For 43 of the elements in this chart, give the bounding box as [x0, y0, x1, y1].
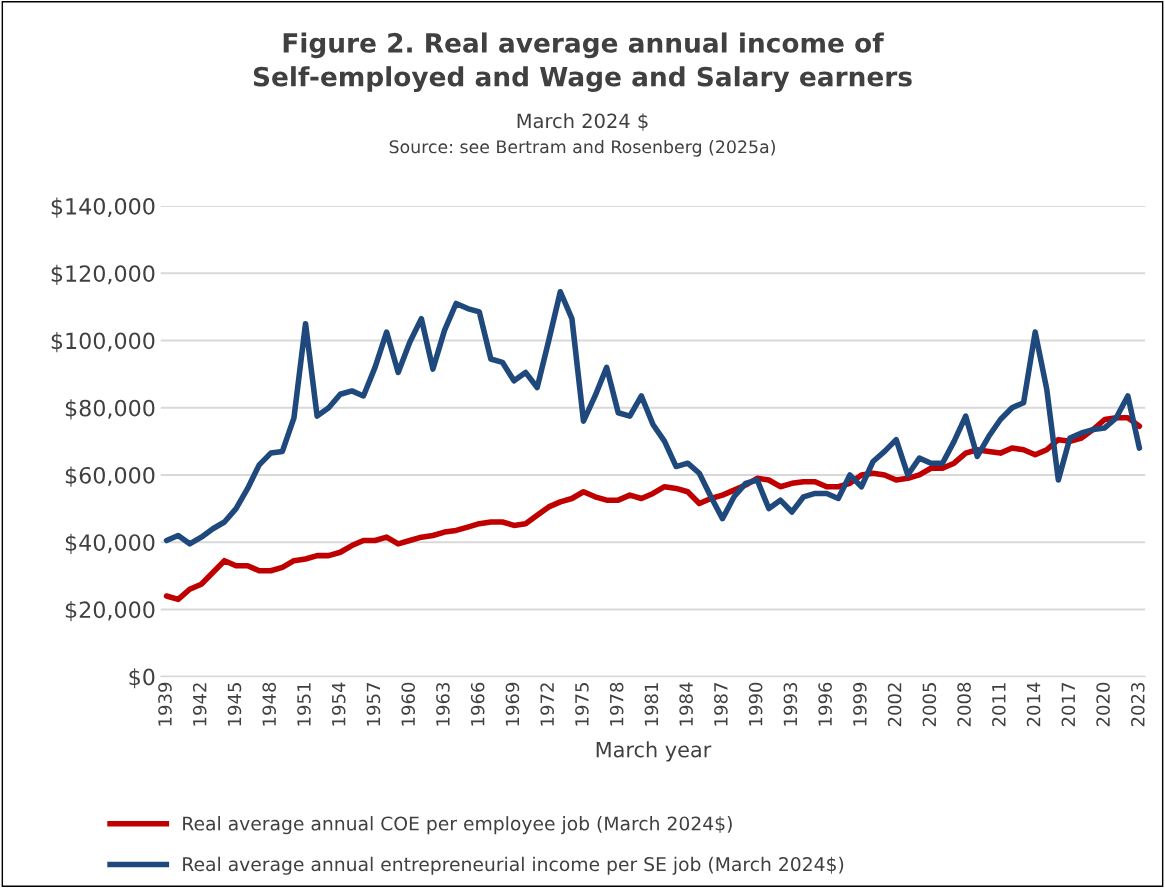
x-tick-label: 1942 — [192, 683, 207, 726]
x-tick-label: 1984 — [679, 682, 693, 726]
x-tick-label: 2017 — [1061, 683, 1076, 727]
x-axis-title: March year — [596, 741, 712, 762]
x-tick-label: 2011 — [992, 683, 1006, 727]
x-tick-label: 1957 — [366, 683, 381, 726]
y-tick-label: $40,000 — [65, 533, 155, 554]
y-tick-label: $80,000 — [65, 399, 155, 420]
x-tick-label: 1951 — [297, 683, 311, 726]
x-tick-label: 1978 — [609, 682, 624, 726]
x-tick-label: 1948 — [262, 682, 277, 726]
legend-label: Real average annual entrepreneurial income per SE job (March 2024$) — [183, 856, 844, 875]
x-tick-label: 1993 — [783, 682, 798, 726]
y-tick-label: $100,000 — [51, 332, 155, 353]
y-tick-label: $140,000 — [51, 197, 155, 218]
x-tick-label: 2002 — [887, 683, 902, 727]
x-tick-label: 1990 — [748, 682, 763, 726]
x-tick-label: 2023 — [1130, 682, 1145, 727]
source-note: Source: see Bertram and Rosenberg (2025a) — [389, 139, 775, 157]
x-tick-label: 1972 — [540, 683, 554, 726]
x-tick-label: 2020 — [1096, 682, 1110, 727]
x-tick-label: 1999 — [853, 682, 867, 726]
x-tick-label: 1945 — [227, 683, 242, 726]
x-tick-label: 2014 — [1026, 682, 1041, 727]
chart-subtitle: March 2024 $ — [517, 113, 648, 131]
x-tick-label: 1939 — [158, 682, 172, 726]
y-tick-label: $20,000 — [65, 600, 155, 622]
x-tick-label: 1954 — [331, 682, 346, 726]
x-tick-label: 1981 — [644, 683, 659, 726]
chart-title: Figure 2. Real average annual income of Self-employed and Wage and Salary earners — [253, 32, 912, 92]
x-tick-label: 2005 — [922, 683, 937, 727]
x-tick-label: 1966 — [470, 682, 485, 726]
x-tick-label: 1969 — [505, 682, 520, 726]
x-tick-label: 1960 — [401, 682, 416, 726]
y-tick-label: $60,000 — [65, 466, 155, 487]
x-tick-label: 1963 — [436, 682, 450, 726]
x-tick-label: 1987 — [714, 683, 728, 726]
y-tick-label: $0 — [129, 668, 155, 689]
y-tick-label: $120,000 — [51, 264, 155, 285]
x-tick-label: 1975 — [575, 683, 589, 726]
legend-label: Real average annual COE per employee job (March 2024$) — [183, 816, 732, 835]
x-tick-label: 2008 — [957, 682, 971, 727]
x-tick-label: 1996 — [818, 682, 832, 726]
